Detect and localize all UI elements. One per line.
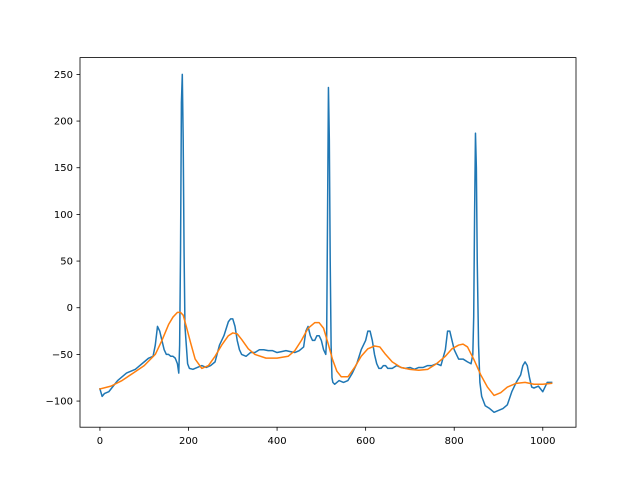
x-tick-label: 600 <box>356 436 375 447</box>
x-axis: 0 200 400 600 800 1000 <box>97 427 556 447</box>
y-tick-label: 150 <box>54 163 73 174</box>
y-tick-label: −100 <box>46 397 73 408</box>
y-axis: −100 −50 0 50 100 150 200 250 <box>46 70 80 408</box>
y-tick-label: 100 <box>54 210 73 221</box>
y-tick-label: 200 <box>54 117 73 128</box>
y-tick-label: −50 <box>52 350 73 361</box>
x-tick-label: 400 <box>268 436 287 447</box>
x-tick-label: 200 <box>179 436 198 447</box>
x-tick-label: 0 <box>97 436 103 447</box>
plot-frame <box>79 57 577 428</box>
y-tick-label: 50 <box>60 257 73 268</box>
y-tick-label: 250 <box>54 70 73 81</box>
x-tick-label: 800 <box>445 436 464 447</box>
series-layer <box>98 73 553 414</box>
x-tick-label: 1000 <box>530 436 555 447</box>
y-tick-label: 0 <box>67 303 73 314</box>
series-line-1 <box>98 73 553 414</box>
series-line-2 <box>99 311 553 397</box>
